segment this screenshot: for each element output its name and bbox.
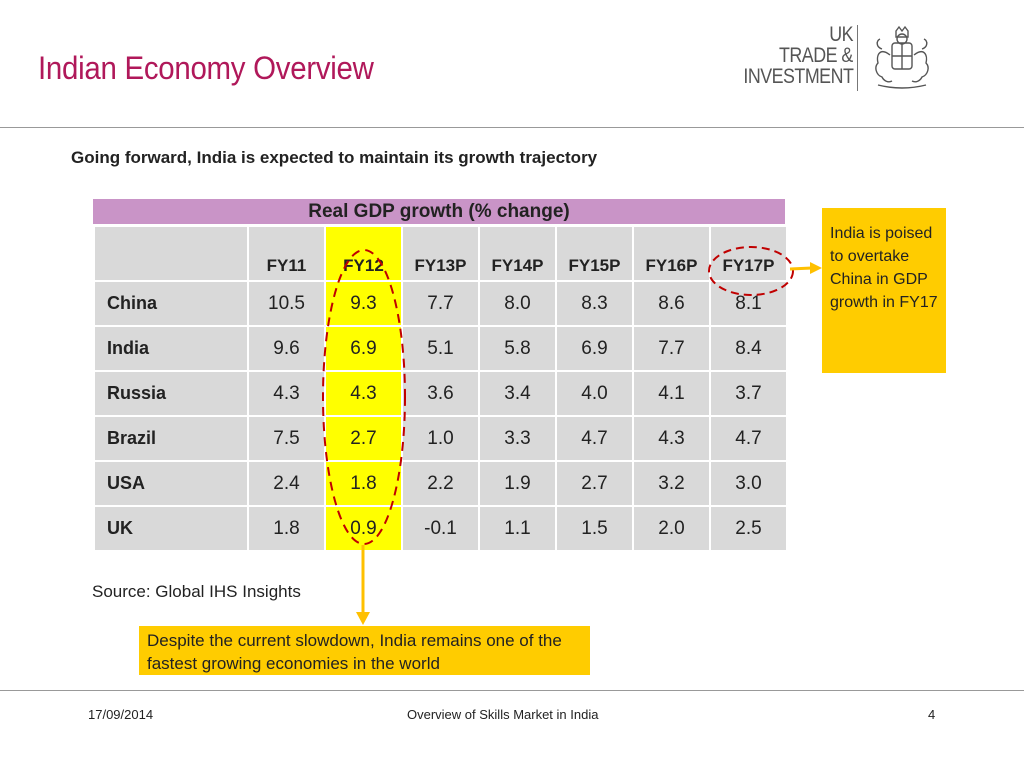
table-cell: 1.8 bbox=[247, 505, 326, 552]
table-cell: 1.9 bbox=[478, 460, 557, 507]
arrow-right-line bbox=[789, 266, 813, 271]
table-cell: 1.5 bbox=[555, 505, 634, 552]
table-cell: 2.5 bbox=[709, 505, 788, 552]
table-cell: 10.5 bbox=[247, 280, 326, 327]
uk-trade-investment-logo: UK TRADE & INVESTMENT bbox=[733, 22, 943, 97]
table-cell: 3.3 bbox=[478, 415, 557, 462]
table-cell: 3.7 bbox=[709, 370, 788, 417]
table-corner-cell bbox=[93, 225, 249, 282]
table-cell: 4.3 bbox=[632, 415, 711, 462]
logo-line-1: UK bbox=[829, 23, 853, 46]
table-row: India 9.6 6.9 5.1 5.8 6.9 7.7 8.4 bbox=[93, 325, 788, 372]
table-title: Real GDP growth (% change) bbox=[93, 199, 785, 224]
column-header: FY13P bbox=[401, 225, 480, 282]
table-cell: 4.0 bbox=[555, 370, 634, 417]
column-header: FY12 bbox=[324, 225, 403, 282]
table-cell: 1.0 bbox=[401, 415, 480, 462]
row-label: USA bbox=[93, 460, 249, 507]
table-row: Russia 4.3 4.3 3.6 3.4 4.0 4.1 3.7 bbox=[93, 370, 788, 417]
table-cell: 2.7 bbox=[555, 460, 634, 507]
column-header: FY17P bbox=[709, 225, 788, 282]
column-header: FY11 bbox=[247, 225, 326, 282]
table-cell: 2.0 bbox=[632, 505, 711, 552]
column-header: FY14P bbox=[478, 225, 557, 282]
table-cell: 4.3 bbox=[247, 370, 326, 417]
row-label: China bbox=[93, 280, 249, 327]
table-cell: 2.4 bbox=[247, 460, 326, 507]
page-number: 4 bbox=[928, 707, 936, 722]
logo-line-2: TRADE & bbox=[779, 44, 853, 67]
table-row: UK 1.8 0.9 -0.1 1.1 1.5 2.0 2.5 bbox=[93, 505, 788, 552]
slide-subtitle: Going forward, India is expected to main… bbox=[71, 148, 598, 167]
slide-title: Indian Economy Overview bbox=[38, 50, 374, 86]
table-cell: 1.1 bbox=[478, 505, 557, 552]
arrow-down-head bbox=[356, 612, 370, 625]
footer-rule bbox=[0, 690, 1024, 691]
table-cell: 8.3 bbox=[555, 280, 634, 327]
row-label: Brazil bbox=[93, 415, 249, 462]
table-cell: -0.1 bbox=[401, 505, 480, 552]
table-cell: 9.3 bbox=[324, 280, 403, 327]
table-cell: 4.1 bbox=[632, 370, 711, 417]
table-cell: 8.1 bbox=[709, 280, 788, 327]
table-row: USA 2.4 1.8 2.2 1.9 2.7 3.2 3.0 bbox=[93, 460, 788, 507]
table-cell: 6.9 bbox=[555, 325, 634, 372]
table-cell: 3.4 bbox=[478, 370, 557, 417]
table-cell: 4.7 bbox=[555, 415, 634, 462]
gdp-growth-table: FY11 FY12 FY13P FY14P FY15P FY16P FY17P … bbox=[93, 225, 788, 552]
table-cell: 6.9 bbox=[324, 325, 403, 372]
table-cell: 8.4 bbox=[709, 325, 788, 372]
table-row: Brazil 7.5 2.7 1.0 3.3 4.7 4.3 4.7 bbox=[93, 415, 788, 462]
table-cell: 3.6 bbox=[401, 370, 480, 417]
row-label: UK bbox=[93, 505, 249, 552]
table-cell: 5.1 bbox=[401, 325, 480, 372]
table-cell: 2.7 bbox=[324, 415, 403, 462]
table-cell: 8.6 bbox=[632, 280, 711, 327]
table-header-row: FY11 FY12 FY13P FY14P FY15P FY16P FY17P bbox=[93, 225, 788, 282]
row-label: India bbox=[93, 325, 249, 372]
table-cell: 4.3 bbox=[324, 370, 403, 417]
royal-crest-icon bbox=[875, 25, 929, 89]
table-cell: 2.2 bbox=[401, 460, 480, 507]
table-cell: 7.7 bbox=[632, 325, 711, 372]
source-note: Source: Global IHS Insights bbox=[92, 582, 301, 601]
column-header: FY16P bbox=[632, 225, 711, 282]
column-header: FY15P bbox=[555, 225, 634, 282]
row-label: Russia bbox=[93, 370, 249, 417]
header-rule bbox=[0, 127, 1024, 128]
table-cell: 4.7 bbox=[709, 415, 788, 462]
table-cell: 8.0 bbox=[478, 280, 557, 327]
table-cell: 3.0 bbox=[709, 460, 788, 507]
table-cell: 9.6 bbox=[247, 325, 326, 372]
callout-right: India is poised to overtake China in GDP… bbox=[822, 208, 946, 373]
table-cell: 1.8 bbox=[324, 460, 403, 507]
logo-divider bbox=[857, 25, 858, 91]
table-row: China 10.5 9.3 7.7 8.0 8.3 8.6 8.1 bbox=[93, 280, 788, 327]
table-cell: 7.7 bbox=[401, 280, 480, 327]
footer-title: Overview of Skills Market in India bbox=[407, 707, 599, 722]
table-cell: 5.8 bbox=[478, 325, 557, 372]
callout-bottom: Despite the current slowdown, India rema… bbox=[139, 626, 590, 675]
table-cell: 0.9 bbox=[324, 505, 403, 552]
footer-date: 17/09/2014 bbox=[88, 707, 154, 722]
logo-line-3: INVESTMENT bbox=[743, 65, 853, 88]
arrow-right-head bbox=[810, 262, 822, 274]
table-cell: 3.2 bbox=[632, 460, 711, 507]
table-cell: 7.5 bbox=[247, 415, 326, 462]
